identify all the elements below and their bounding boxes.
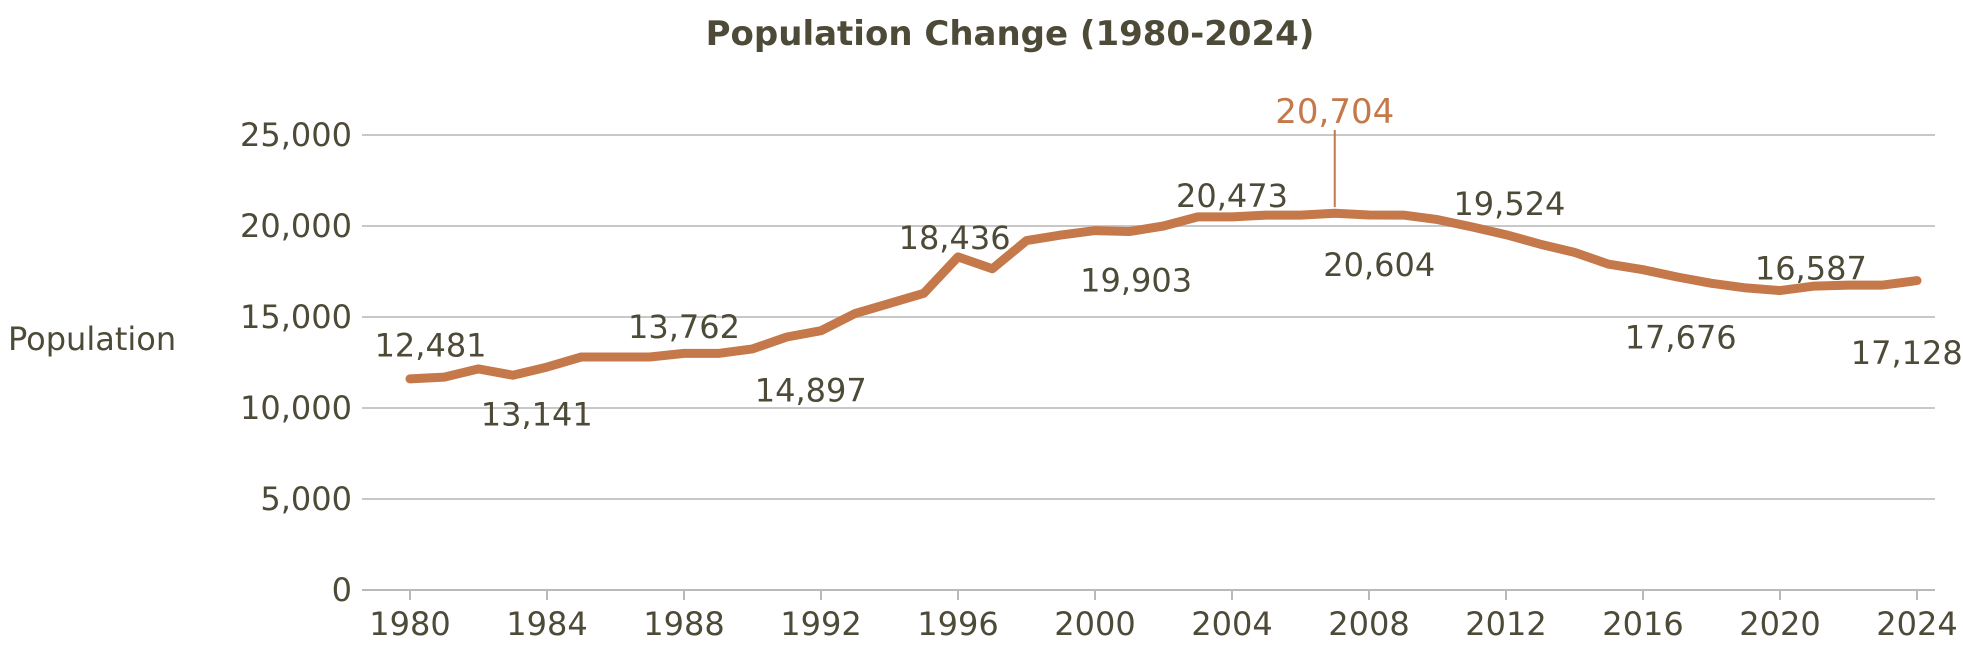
x-tick-label: 1988 bbox=[643, 605, 724, 643]
data-label: 13,762 bbox=[628, 308, 740, 346]
x-tick-label: 1980 bbox=[369, 605, 450, 643]
x-tick-label: 2008 bbox=[1328, 605, 1409, 643]
y-tick-label: 20,000 bbox=[240, 207, 352, 245]
gridlines bbox=[362, 134, 1935, 500]
y-tick-label: 10,000 bbox=[240, 389, 352, 427]
data-label: 13,141 bbox=[481, 395, 593, 433]
y-tick-label: 0 bbox=[332, 571, 352, 609]
data-label: 17,676 bbox=[1625, 319, 1737, 357]
data-label: 20,473 bbox=[1176, 177, 1288, 215]
x-tick-label: 2000 bbox=[1054, 605, 1135, 643]
y-tick-labels: 0 5,000 10,000 15,000 20,000 25,000 bbox=[240, 116, 352, 609]
y-tick-label: 5,000 bbox=[260, 480, 352, 518]
x-tick-label: 2012 bbox=[1465, 605, 1546, 643]
x-tick-label: 2016 bbox=[1602, 605, 1683, 643]
data-label: 18,436 bbox=[899, 219, 1011, 257]
x-tick-labels: 1980 1984 1988 1992 1996 2000 2004 2008 2012 2016… bbox=[369, 605, 1957, 643]
x-tick-label: 2020 bbox=[1739, 605, 1820, 643]
y-tick-label: 15,000 bbox=[240, 298, 352, 336]
x-tick-label: 1996 bbox=[917, 605, 998, 643]
data-label: 20,604 bbox=[1323, 246, 1435, 284]
data-label: 17,128 bbox=[1851, 334, 1963, 372]
chart-title: Population Change (1980-2024) bbox=[706, 14, 1315, 54]
series-layer bbox=[405, 208, 1922, 384]
y-tick-label: 25,000 bbox=[240, 116, 352, 154]
y-axis-label: Population bbox=[8, 320, 176, 358]
axes bbox=[362, 589, 1935, 600]
data-label: 16,587 bbox=[1755, 249, 1867, 287]
data-label: 19,903 bbox=[1080, 262, 1192, 300]
data-label: 14,897 bbox=[755, 372, 867, 410]
data-label: 12,481 bbox=[375, 326, 487, 364]
data-label: 19,524 bbox=[1453, 185, 1565, 223]
series-line-population bbox=[405, 208, 1922, 384]
data-labels: 20,704 12,481 13,141 13,762 14,897 18,436 19,9… bbox=[375, 92, 1963, 433]
x-tick-label: 1984 bbox=[506, 605, 587, 643]
x-tick-label: 2024 bbox=[1876, 605, 1957, 643]
x-tick-label: 1992 bbox=[780, 605, 861, 643]
x-tick-label: 2004 bbox=[1191, 605, 1272, 643]
peak-data-label: 20,704 bbox=[1275, 92, 1394, 132]
